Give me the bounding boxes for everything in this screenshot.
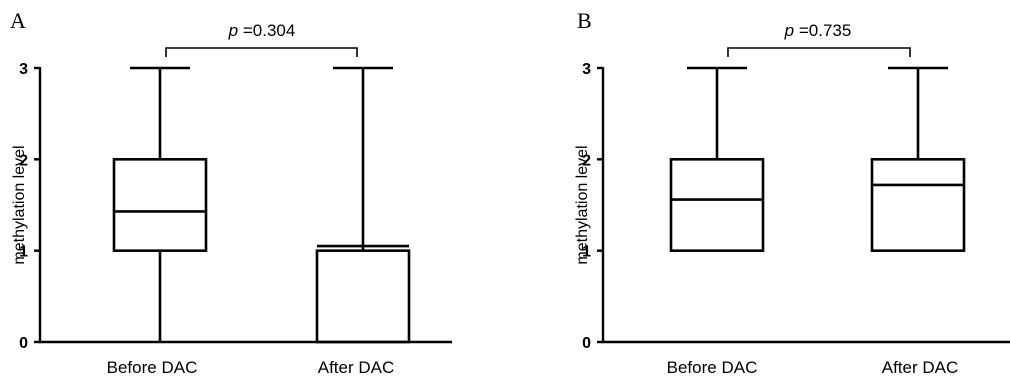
y-axis-label: methylation level	[11, 145, 28, 264]
box-plot-a: A methylation level p =0.304 Before DAC …	[10, 8, 452, 377]
category-label: After DAC	[882, 358, 959, 377]
box	[870, 158, 966, 252]
chart-panel-a: A methylation level p =0.304 Before DAC …	[10, 8, 452, 377]
category-label: After DAC	[318, 358, 395, 377]
y-axis-label: methylation level	[574, 145, 591, 264]
box-plot-b: B methylation level p =0.735 Before DAC …	[574, 8, 1010, 377]
p-value-label: p =0.735	[784, 21, 852, 40]
y-tick-label: 3	[582, 61, 591, 78]
significance-bracket	[727, 47, 911, 57]
panel-letter: B	[577, 8, 592, 33]
y-tick-label: 0	[19, 335, 28, 352]
p-value-label: p =0.304	[228, 21, 296, 40]
y-tick-label: 3	[19, 61, 28, 78]
y-tick-label: 2	[19, 152, 28, 169]
y-tick-label: 1	[19, 244, 28, 261]
significance-bracket	[165, 47, 358, 57]
panel-letter: A	[10, 8, 26, 33]
y-tick-label: 0	[582, 335, 591, 352]
box	[669, 158, 765, 252]
y-tick-label: 1	[582, 244, 591, 261]
y-tick-label: 2	[582, 152, 591, 169]
box	[112, 158, 208, 252]
chart-panel-b: B methylation level p =0.735 Before DAC …	[505, 0, 1010, 383]
box	[315, 249, 411, 344]
category-label: Before DAC	[107, 358, 198, 377]
category-label: Before DAC	[667, 358, 758, 377]
